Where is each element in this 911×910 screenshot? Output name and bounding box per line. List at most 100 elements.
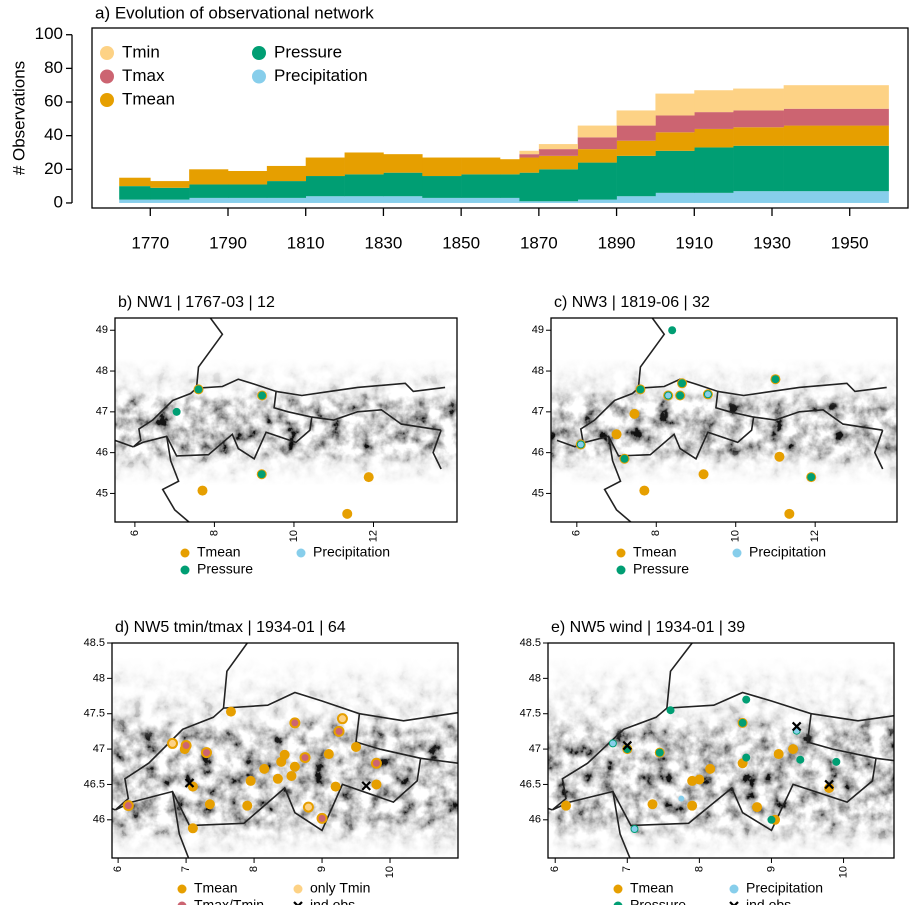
legend-label: Pressure — [197, 561, 253, 577]
legend-marker — [181, 566, 190, 575]
stack-segment — [694, 147, 733, 192]
legend-marker — [181, 549, 190, 558]
x-tick-label: 1810 — [287, 233, 325, 252]
x-tick-label: 1890 — [598, 233, 636, 252]
legend-label: Tmean — [122, 89, 175, 108]
y-tick-label: 60 — [44, 92, 63, 111]
stack-segment — [694, 193, 733, 203]
stack-segment — [306, 176, 345, 196]
stack-segment — [578, 163, 617, 200]
x-tick-label: 10 — [288, 530, 300, 542]
chart-title: a) Evolution of observational network — [95, 3, 374, 22]
station — [668, 326, 676, 334]
x-tick-label: 9 — [316, 866, 328, 872]
y-tick-label: 47 — [532, 406, 544, 418]
stack-segment — [422, 176, 461, 198]
x-tick-label: 12 — [367, 530, 379, 542]
station — [197, 486, 207, 496]
stack-segment — [306, 158, 345, 177]
station — [648, 799, 658, 809]
station — [667, 706, 675, 714]
station — [676, 392, 684, 400]
y-tick-label: 46.5 — [520, 778, 541, 790]
legend-label: Pressure — [633, 561, 689, 577]
station — [173, 408, 181, 416]
station — [182, 741, 191, 750]
x-tick-label: 1830 — [365, 233, 403, 252]
y-tick-label: 49 — [532, 324, 544, 336]
station — [364, 472, 374, 482]
y-tick-label: 48.5 — [520, 637, 541, 649]
map-area — [551, 318, 897, 530]
stack-segment — [578, 137, 617, 149]
stack-segment — [784, 191, 889, 203]
legend-marker — [733, 549, 742, 558]
x-tick-label: 1870 — [520, 233, 558, 252]
stack-segment — [578, 149, 617, 162]
y-tick-label: 100 — [35, 24, 63, 43]
stack-segment — [345, 152, 384, 174]
station — [699, 469, 709, 479]
stack-segment — [306, 196, 345, 203]
y-tick-label: 47 — [96, 406, 108, 418]
station — [318, 814, 327, 823]
x-tick-label: 7 — [180, 866, 192, 872]
legend-label: Tmean — [630, 880, 674, 896]
station — [656, 749, 664, 757]
stack-segment — [578, 200, 617, 203]
y-tick-label: 48 — [93, 672, 105, 684]
legend-marker — [614, 885, 623, 894]
y-tick-label: 45 — [96, 487, 108, 499]
legend-label: ind.obs — [746, 897, 791, 905]
x-tick-label: 7 — [621, 866, 633, 872]
station — [788, 744, 798, 754]
stack-segment — [150, 181, 189, 188]
y-tick-label: 45 — [532, 487, 544, 499]
stack-segment — [655, 94, 694, 116]
y-tick-label: 48 — [529, 672, 541, 684]
stack-segment — [422, 198, 461, 203]
stack-segment — [267, 181, 306, 198]
stack-segment — [500, 198, 520, 203]
station — [767, 816, 775, 824]
legend-label: Tmean — [633, 544, 677, 560]
y-tick-label: 47.5 — [520, 708, 541, 720]
station — [610, 740, 616, 746]
station — [258, 470, 266, 478]
station — [301, 753, 310, 762]
station — [202, 748, 211, 757]
station — [705, 391, 711, 397]
station — [612, 429, 622, 439]
station — [561, 801, 571, 811]
legend-marker — [294, 885, 303, 894]
legend-label: only Tmin — [310, 880, 370, 896]
stack-segment — [345, 174, 384, 196]
legend-marker — [252, 70, 266, 84]
stack-segment — [189, 198, 228, 203]
legend-label: Precipitation — [746, 880, 823, 896]
stack-segment — [461, 198, 500, 203]
y-tick-label: 49 — [96, 324, 108, 336]
station — [290, 718, 299, 727]
station — [372, 759, 381, 768]
y-tick-label: 47 — [93, 743, 105, 755]
station — [280, 750, 290, 760]
y-tick-label: 48.5 — [84, 637, 105, 649]
legend-label: Tmean — [194, 880, 238, 896]
stack-segment — [733, 89, 784, 111]
y-tick-label: 46 — [96, 447, 108, 459]
y-tick-label: 46 — [93, 814, 105, 826]
station — [324, 749, 334, 759]
x-tick-label: 1950 — [831, 233, 869, 252]
legend-marker — [178, 902, 187, 906]
stack-segment — [617, 110, 656, 125]
x-tick-label: 12 — [809, 530, 821, 542]
x-tick-label: 10 — [730, 530, 742, 542]
stack-segment — [617, 126, 656, 141]
stack-segment — [655, 115, 694, 132]
stack-segment — [228, 171, 267, 184]
map-area — [115, 318, 457, 530]
x-tick-label: 1930 — [753, 233, 791, 252]
station — [632, 826, 638, 832]
x-tick-label: 1770 — [131, 233, 169, 252]
